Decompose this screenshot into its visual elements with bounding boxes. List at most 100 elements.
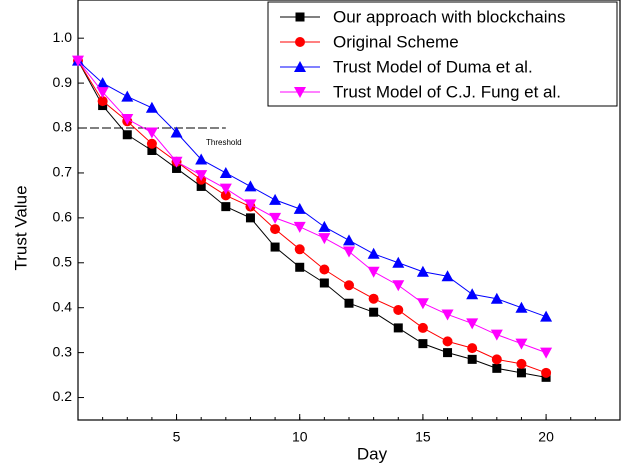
marker	[441, 270, 454, 282]
marker	[319, 264, 330, 275]
marker	[466, 318, 479, 330]
marker	[121, 114, 134, 126]
x-axis-label: Day	[357, 444, 388, 463]
marker	[540, 310, 553, 322]
y-tick-label: 0.5	[53, 253, 73, 269]
marker	[318, 233, 331, 245]
marker	[319, 278, 329, 288]
y-tick-label: 1.0	[53, 29, 73, 45]
marker	[195, 153, 208, 165]
marker	[96, 77, 109, 89]
plot-frame	[77, 0, 621, 421]
marker	[416, 298, 429, 310]
marker	[540, 347, 553, 359]
marker	[467, 343, 478, 354]
marker	[343, 234, 355, 246]
marker	[393, 323, 403, 333]
x-tick-label: 5	[173, 429, 181, 445]
marker	[293, 202, 306, 214]
y-tick-label: 0.6	[53, 209, 73, 225]
marker	[245, 213, 255, 223]
legend-marker	[294, 87, 306, 98]
y-axis-label: Trust Value	[11, 185, 30, 270]
marker	[392, 256, 405, 268]
marker	[367, 247, 380, 259]
marker	[516, 358, 527, 369]
marker	[170, 156, 183, 168]
marker	[147, 145, 157, 155]
marker	[294, 244, 305, 255]
legend-label: Original Scheme	[333, 32, 459, 51]
marker	[195, 170, 208, 182]
marker	[343, 246, 355, 258]
y-tick-label: 0.8	[53, 119, 73, 135]
marker	[392, 280, 405, 292]
y-tick-label: 0.3	[53, 343, 73, 359]
legend-marker	[294, 61, 306, 72]
marker	[97, 96, 108, 107]
marker	[393, 304, 404, 315]
marker	[270, 224, 281, 235]
x-tick-label: 10	[292, 429, 308, 445]
marker	[467, 354, 477, 364]
marker	[122, 130, 132, 140]
marker	[295, 262, 305, 272]
marker	[490, 329, 503, 341]
marker	[344, 298, 354, 308]
marker	[72, 55, 84, 67]
series-line	[77, 60, 547, 354]
marker	[367, 266, 380, 278]
marker	[368, 293, 379, 304]
marker	[244, 199, 257, 211]
series-line	[77, 60, 547, 374]
marker	[515, 301, 528, 313]
marker	[318, 220, 331, 232]
y-tick-label: 0.2	[53, 388, 73, 404]
marker	[244, 180, 257, 192]
marker	[219, 183, 232, 195]
marker	[416, 265, 429, 277]
marker	[145, 101, 158, 113]
marker	[441, 309, 454, 321]
legend-marker	[295, 12, 305, 22]
x-tick-label: 15	[415, 429, 431, 445]
y-tick-label: 0.9	[53, 74, 73, 90]
marker	[219, 166, 232, 178]
marker	[344, 280, 354, 291]
marker	[491, 354, 502, 365]
marker	[492, 363, 502, 373]
marker	[269, 212, 282, 224]
marker	[145, 127, 158, 139]
marker	[293, 221, 306, 233]
legend-label: Our approach with blockchains	[333, 7, 565, 26]
y-tick-label: 0.7	[53, 164, 73, 180]
marker	[270, 242, 280, 252]
legend-label: Trust Model of C.J. Fung et al.	[333, 82, 561, 101]
marker	[516, 368, 526, 378]
marker	[490, 292, 503, 304]
marker	[221, 202, 231, 212]
marker	[220, 190, 231, 201]
marker	[96, 87, 109, 99]
legend-marker	[295, 37, 305, 47]
marker	[121, 90, 134, 102]
threshold-label: Threshold	[206, 138, 242, 147]
legend-label: Trust Model of Duma et al.	[333, 57, 533, 76]
marker	[442, 336, 453, 347]
y-tick-label: 0.4	[53, 298, 73, 314]
series-line	[77, 60, 547, 378]
x-tick-label: 20	[538, 429, 554, 445]
marker	[443, 348, 453, 358]
marker	[269, 193, 282, 205]
marker	[466, 288, 479, 300]
marker	[515, 338, 528, 350]
marker	[196, 181, 206, 191]
marker	[418, 339, 428, 349]
marker	[146, 138, 157, 149]
marker	[417, 322, 428, 333]
marker	[172, 163, 182, 173]
marker	[369, 307, 379, 317]
marker	[170, 126, 183, 138]
